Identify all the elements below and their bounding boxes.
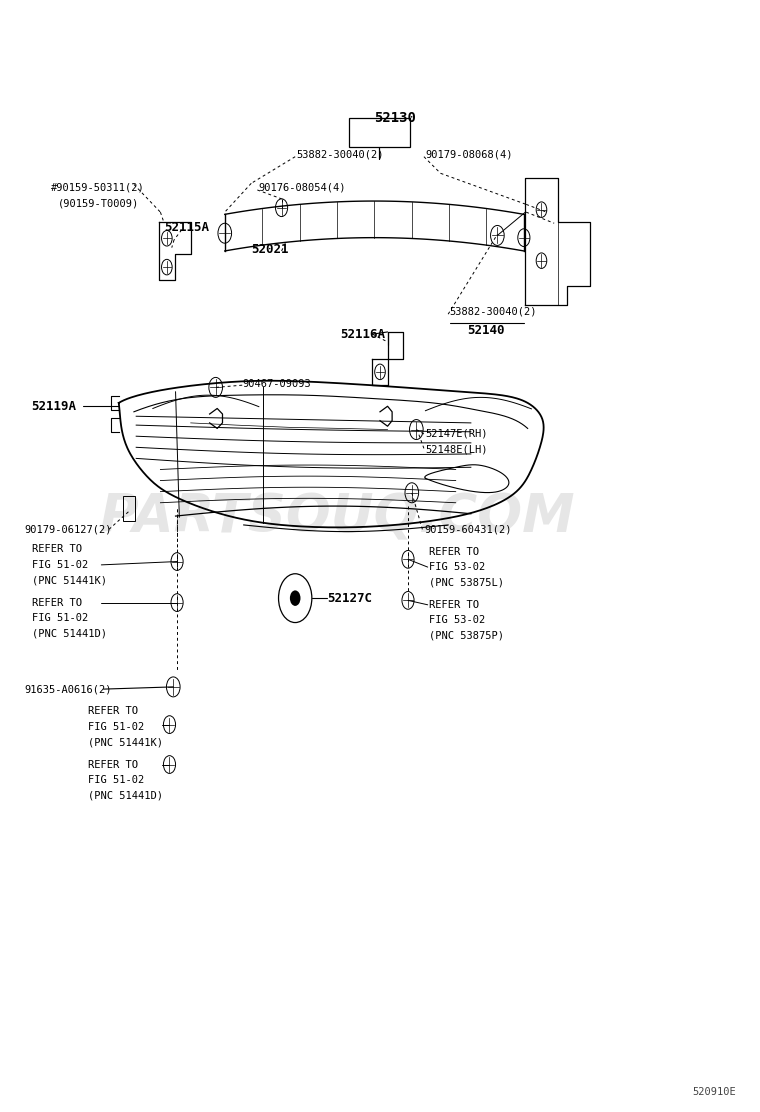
Text: 53882-30040(2): 53882-30040(2)	[296, 149, 385, 159]
Text: REFER TO: REFER TO	[32, 597, 81, 607]
Text: FIG 51-02: FIG 51-02	[32, 559, 88, 569]
Text: FIG 51-02: FIG 51-02	[88, 722, 144, 732]
Text: 90179-08068(4): 90179-08068(4)	[426, 149, 513, 159]
Text: 52148E(LH): 52148E(LH)	[426, 445, 488, 455]
Text: REFER TO: REFER TO	[88, 706, 138, 716]
Text: (PNC 51441K): (PNC 51441K)	[88, 737, 163, 747]
Text: 52116A: 52116A	[340, 328, 385, 340]
FancyBboxPatch shape	[349, 118, 410, 147]
Text: 91635-A0616(2): 91635-A0616(2)	[24, 684, 112, 694]
Text: 90159-60431(2): 90159-60431(2)	[424, 525, 511, 535]
Text: (PNC 51441K): (PNC 51441K)	[32, 575, 106, 585]
Text: 90467-09093: 90467-09093	[242, 379, 311, 389]
Text: 90179-06127(2): 90179-06127(2)	[24, 525, 112, 535]
Text: 52127C: 52127C	[327, 592, 372, 605]
Text: (PNC 51441D): (PNC 51441D)	[32, 628, 106, 638]
Text: 52147E(RH): 52147E(RH)	[426, 429, 488, 439]
Bar	[122, 496, 135, 520]
Text: (90159-T0009): (90159-T0009)	[59, 198, 139, 208]
Text: 52115A: 52115A	[164, 221, 209, 235]
Text: PARTSOUQ.COM: PARTSOUQ.COM	[100, 492, 575, 543]
Text: (PNC 53875L): (PNC 53875L)	[429, 577, 504, 587]
Text: REFER TO: REFER TO	[88, 759, 138, 770]
Text: FIG 51-02: FIG 51-02	[88, 775, 144, 785]
Text: 90176-08054(4): 90176-08054(4)	[259, 182, 347, 192]
Text: 520910E: 520910E	[692, 1088, 736, 1098]
Text: FIG 53-02: FIG 53-02	[429, 615, 486, 625]
Text: 52130: 52130	[374, 111, 416, 125]
Text: REFER TO: REFER TO	[429, 547, 480, 557]
Text: REFER TO: REFER TO	[32, 545, 81, 555]
Text: FIG 53-02: FIG 53-02	[429, 562, 486, 572]
Text: #90159-50311(2): #90159-50311(2)	[51, 182, 144, 192]
Text: 53882-30040(2): 53882-30040(2)	[450, 307, 537, 317]
Text: REFER TO: REFER TO	[429, 599, 480, 609]
Circle shape	[290, 590, 300, 606]
Text: (PNC 53875P): (PNC 53875P)	[429, 631, 504, 641]
Text: 52021: 52021	[252, 244, 289, 257]
Text: FIG 51-02: FIG 51-02	[32, 613, 88, 623]
Text: 52119A: 52119A	[32, 399, 77, 413]
Text: (PNC 51441D): (PNC 51441D)	[88, 791, 163, 801]
Text: 52140: 52140	[467, 325, 505, 337]
